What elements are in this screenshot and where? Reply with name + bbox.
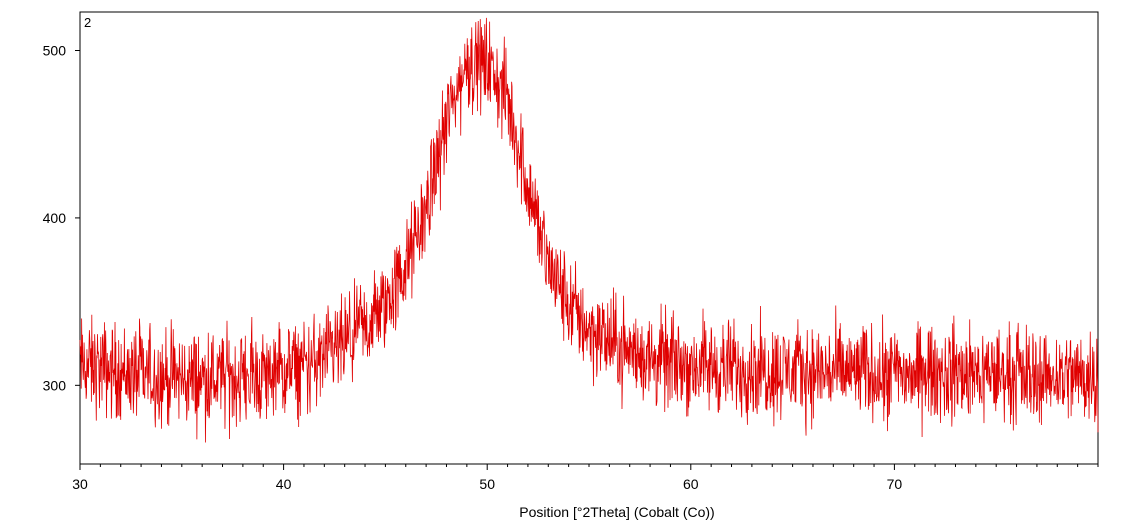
x-tick-label: 60 [683, 476, 699, 492]
x-tick-label: 50 [479, 476, 495, 492]
panel-label: 2 [84, 15, 91, 30]
y-tick-label: 400 [43, 210, 67, 226]
x-axis-title: Position [°2Theta] (Cobalt (Co)) [519, 504, 714, 520]
y-axis: 300 400 500 [43, 43, 80, 393]
y-tick-label: 500 [43, 43, 67, 59]
series-line [79, 17, 1099, 443]
x-tick-label: 70 [887, 476, 903, 492]
y-tick-label: 300 [43, 377, 67, 393]
series-layer [79, 17, 1099, 443]
x-axis: 30 40 50 60 70 [72, 464, 1099, 492]
x-tick-label: 40 [276, 476, 292, 492]
x-tick-label: 30 [72, 476, 88, 492]
